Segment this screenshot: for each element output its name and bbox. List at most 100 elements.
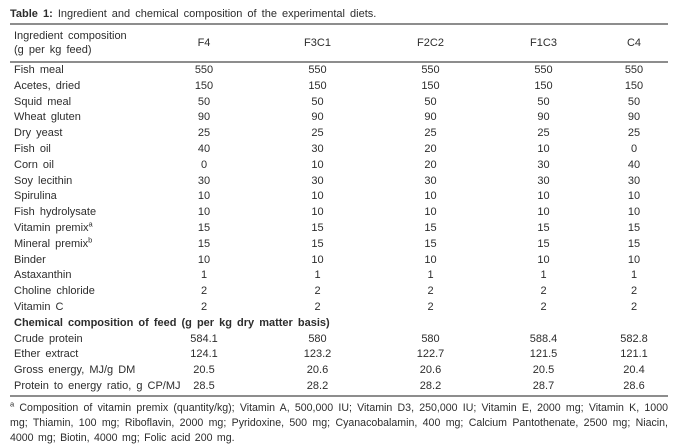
value-cell: 550 [421, 64, 440, 76]
value-cell: 40 [197, 142, 211, 155]
value-cell: 550 [308, 64, 327, 76]
value-cell: 121.1 [620, 348, 648, 361]
table-row: Wheat gluten 90 90 90 90 90 [10, 110, 668, 126]
value-cell: 15 [424, 221, 437, 234]
value-cell: 10 [537, 142, 550, 155]
row-label: Soy lecithin [14, 174, 73, 187]
value-cell: 15 [311, 221, 324, 234]
value-cell: 90 [197, 111, 211, 124]
value-cell: 2 [314, 285, 321, 298]
row-label: Fish meal [14, 64, 64, 76]
section-header-row: Chemical composition of feed (g per kg d… [10, 316, 668, 332]
value-cell: 1 [427, 269, 434, 282]
table-row: Soy lecithin 30 30 30 30 30 [10, 174, 668, 190]
row-label-superscript: a [88, 219, 93, 229]
value-cell: 15 [627, 237, 641, 250]
table-row: Fish meal 550 550 550 550 550 [10, 62, 668, 79]
value-cell: 50 [424, 95, 437, 108]
value-cell: 150 [534, 79, 553, 92]
value-cell: 150 [421, 79, 440, 92]
value-cell: 15 [627, 221, 641, 234]
header-col1-line1: Ingredient composition [14, 30, 127, 42]
value-cell: 25 [424, 127, 437, 140]
row-label: Choline chloride [14, 285, 95, 298]
value-cell: 15 [537, 237, 550, 250]
value-cell: 10 [197, 253, 211, 266]
table-row: Acetes, dried 150 150 150 150 150 [10, 79, 668, 95]
header-diet-f1c3: F1C3 [487, 23, 600, 63]
value-cell: 30 [197, 174, 211, 187]
value-cell: 90 [627, 111, 641, 124]
value-cell: 90 [537, 111, 550, 124]
row-label: Mineral premixb [14, 235, 93, 250]
value-cell: 50 [197, 95, 211, 108]
table-row: Dry yeast 25 25 25 25 25 [10, 126, 668, 142]
value-cell: 2 [314, 300, 321, 313]
header-diet-f4: F4 [147, 23, 261, 63]
value-cell: 0 [630, 142, 638, 155]
value-cell: 588.4 [529, 332, 558, 345]
row-label: Astaxanthin [14, 269, 72, 282]
value-cell: 28.7 [487, 378, 600, 397]
value-cell: 20 [424, 142, 437, 155]
value-cell: 121.5 [529, 348, 558, 361]
table-row: Fish oil 40 30 20 10 0 [10, 142, 668, 158]
table-row: Binder 10 10 10 10 10 [10, 253, 668, 269]
section-header-label: Chemical composition of feed (g per kg d… [14, 316, 330, 329]
value-cell: 584.1 [190, 332, 218, 345]
table-row: Vitamin premixa 15 15 15 15 15 [10, 219, 668, 237]
value-cell: 20.4 [623, 364, 645, 377]
value-cell: 150 [624, 79, 644, 92]
value-cell: 90 [311, 111, 324, 124]
value-cell: 10 [311, 158, 324, 171]
row-label: Fish oil [14, 142, 51, 155]
table-row: Choline chloride 2 2 2 2 2 [10, 284, 668, 300]
value-cell: 150 [308, 79, 327, 92]
table-row: Fish hydrolysate 10 10 10 10 10 [10, 205, 668, 221]
ingredient-rows-body: Fish meal 550 550 550 550 550 Acetes, dried 150… [10, 62, 668, 316]
value-cell: 25 [197, 127, 211, 140]
table-caption-text: Ingredient and chemical composition of t… [57, 8, 377, 20]
value-cell: 28.6 [600, 378, 668, 397]
value-cell: 15 [197, 221, 211, 234]
value-cell: 2 [427, 300, 434, 313]
row-label: Protein to energy ratio, g CP/MJ [10, 378, 181, 397]
value-cell: 15 [197, 237, 211, 250]
value-cell: 50 [627, 95, 641, 108]
value-cell: 2 [630, 300, 638, 313]
value-cell: 0 [200, 158, 208, 171]
row-label: Squid meal [14, 95, 72, 108]
table-row: Squid meal 50 50 50 50 50 [10, 95, 668, 111]
value-cell: 10 [627, 190, 641, 203]
table-row: Spirulina 10 10 10 10 10 [10, 189, 668, 205]
value-cell: 1 [314, 269, 321, 282]
value-cell: 10 [537, 190, 550, 203]
value-cell: 20.6 [419, 364, 442, 377]
value-cell: 10 [197, 190, 211, 203]
row-label: Vitamin premixa [14, 219, 93, 234]
value-cell: 10 [627, 253, 641, 266]
value-cell: 20 [424, 158, 437, 171]
value-cell: 10 [311, 190, 324, 203]
value-cell: 580 [308, 332, 327, 345]
table-row: Gross energy, MJ/g DM 20.5 20.6 20.6 20.5 20.… [10, 363, 668, 379]
row-label: Dry yeast [14, 127, 63, 140]
value-cell: 28.2 [374, 378, 487, 397]
diet-composition-table: Ingredient composition (g per kg feed) F… [10, 23, 668, 397]
footnote-marker: a [10, 399, 15, 409]
value-cell: 10 [197, 206, 211, 219]
value-cell: 50 [537, 95, 550, 108]
table-row: Vitamin C 2 2 2 2 2 [10, 300, 668, 316]
row-label: Gross energy, MJ/g DM [14, 364, 136, 377]
row-label: Ether extract [14, 348, 79, 361]
header-diet-f3c1: F3C1 [261, 23, 374, 63]
value-cell: 550 [194, 64, 214, 76]
table-header: Ingredient composition (g per kg feed) F… [10, 23, 668, 63]
value-cell: 28.2 [261, 378, 374, 397]
value-cell: 30 [311, 174, 324, 187]
value-cell: 122.7 [416, 348, 445, 361]
value-cell: 10 [627, 206, 641, 219]
value-cell: 2 [540, 300, 547, 313]
value-cell: 25 [311, 127, 324, 140]
